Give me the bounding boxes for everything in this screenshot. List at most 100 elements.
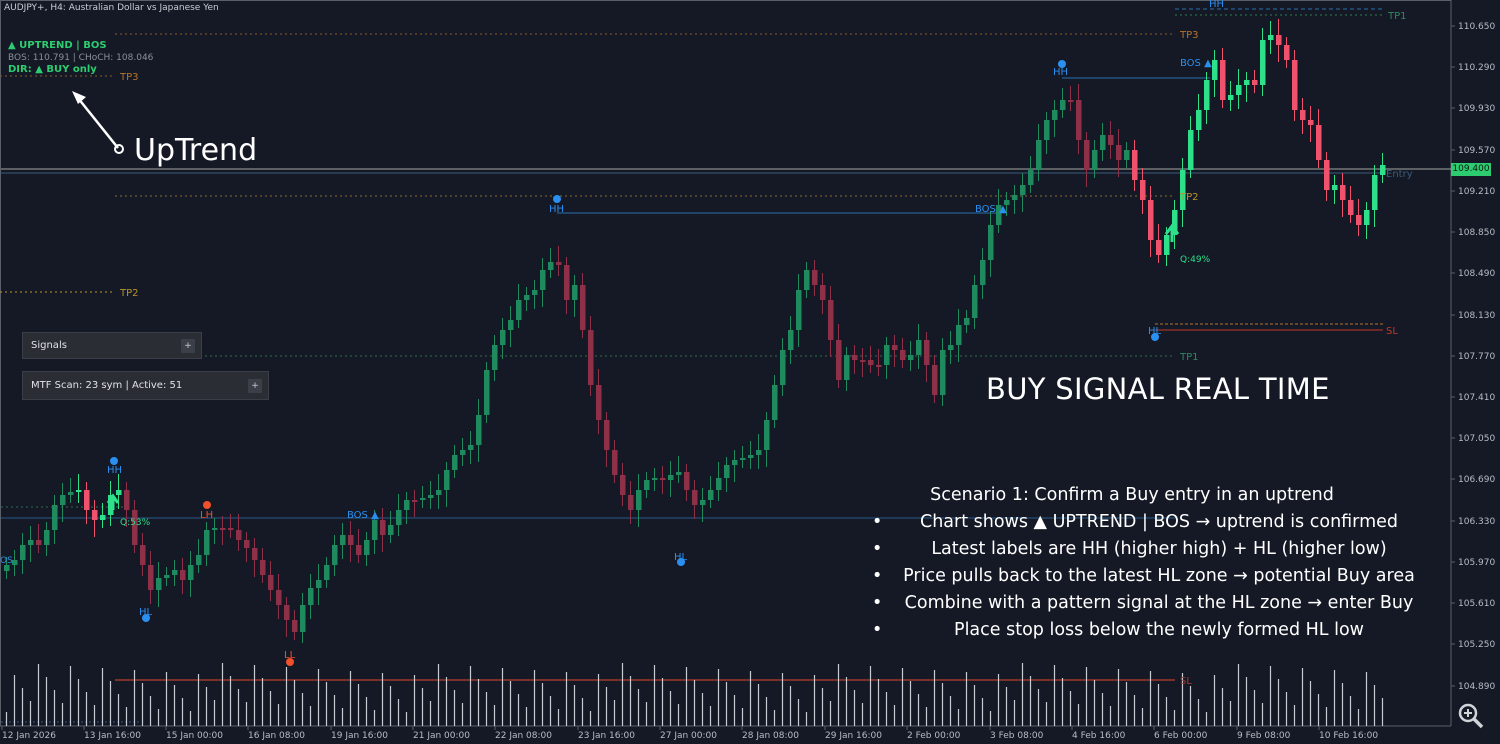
candle [716, 478, 722, 490]
candle [1148, 200, 1154, 240]
candle [316, 580, 322, 588]
tp2-left-label: TP2 [119, 288, 139, 299]
candle [220, 528, 226, 530]
candle [524, 295, 530, 300]
signals-panel-label: Signals [31, 340, 67, 351]
pivot-dot [553, 195, 561, 203]
candle [476, 415, 482, 445]
candle [1020, 185, 1026, 195]
candle [1220, 60, 1226, 100]
candle [204, 530, 210, 555]
time-tick-label: 28 Jan 08:00 [742, 731, 799, 741]
candle [660, 478, 666, 480]
candle [788, 330, 794, 350]
list-item: • Latest labels are HH (higher high) + HL… [862, 536, 1452, 563]
candle [1324, 160, 1330, 190]
candle [484, 370, 490, 415]
candle [1012, 195, 1018, 200]
direction-line: DIR: ▲ BUY only [8, 64, 97, 75]
candle [900, 350, 906, 360]
pivot-markers [110, 60, 1159, 666]
candle [812, 270, 818, 285]
candle [252, 548, 258, 560]
bullet-icon: • [872, 539, 883, 559]
time-tick-label: 21 Jan 00:00 [413, 731, 470, 741]
candle [836, 340, 842, 380]
time-tick-label: 15 Jan 00:00 [166, 731, 223, 741]
time-tick-label: 2 Feb 00:00 [907, 731, 961, 741]
candle [68, 492, 74, 495]
candle [700, 500, 706, 505]
candle [188, 565, 194, 580]
candle [1292, 60, 1298, 110]
mtf-expand-button[interactable]: + [248, 378, 262, 393]
candle [1076, 100, 1082, 140]
list-item: • Combine with a pattern signal at the HL… [862, 590, 1452, 617]
mtf-scan-panel[interactable]: MTF Scan: 23 sym | Active: 51 + [22, 371, 269, 400]
candle [852, 355, 858, 360]
candle [268, 575, 274, 590]
candle [564, 265, 570, 300]
hh-label-left: HH [107, 465, 122, 476]
candle [300, 605, 306, 632]
list-item: • Price pulls back to the latest HL zone … [862, 563, 1452, 590]
signals-expand-button[interactable]: + [181, 338, 195, 353]
bullet-icon: • [872, 593, 883, 613]
candle [780, 350, 786, 385]
scenario-box: Scenario 1: Confirm a Buy entry in an up… [862, 482, 1452, 644]
candle [372, 520, 378, 540]
bos-label-mid: BOS ▲ [975, 204, 1007, 215]
candle [868, 360, 874, 365]
candle [772, 385, 778, 420]
time-tick-label: 6 Feb 00:00 [1154, 731, 1208, 741]
candle [1004, 200, 1010, 205]
magnifier-zoom-icon[interactable] [1455, 700, 1487, 732]
candle [724, 465, 730, 478]
candle [1100, 135, 1106, 150]
candle [644, 480, 650, 490]
candle [1196, 110, 1202, 130]
candle [916, 340, 922, 355]
candle [612, 450, 618, 475]
time-tick-label: 4 Feb 16:00 [1072, 731, 1126, 741]
candle [548, 262, 554, 270]
signals-panel[interactable]: Signals + [22, 332, 202, 359]
trend-status: ▲ UPTREND | BOS BOS: 110.791 | CHoCH: 10… [8, 40, 153, 76]
pivot-dot [203, 501, 211, 509]
candle [820, 285, 826, 300]
hl-label-newest: HL [1148, 326, 1162, 337]
candle [1188, 130, 1194, 170]
price-tick-label: 109.570 [1458, 146, 1495, 156]
list-item: • Chart shows ▲ UPTREND | BOS → uptrend i… [862, 509, 1452, 536]
candle [1044, 120, 1050, 140]
candle [964, 318, 970, 325]
candle [980, 260, 986, 285]
candle [1364, 210, 1370, 225]
pivot-dot [677, 558, 685, 566]
price-tick-label: 105.610 [1458, 599, 1495, 609]
candle [260, 560, 266, 575]
candle [1060, 100, 1066, 110]
price-tick-label: 105.250 [1458, 640, 1495, 650]
candle [1236, 85, 1242, 95]
pivot-dot [110, 457, 118, 465]
trend-status-line: ▲ UPTREND | BOS [8, 40, 107, 51]
candle [468, 445, 474, 450]
buy-signal-title: BUY SIGNAL REAL TIME [986, 372, 1330, 406]
candle [396, 510, 402, 525]
scenario-list: • Chart shows ▲ UPTREND | BOS → uptrend i… [862, 509, 1452, 644]
hh-label-mid: HH [549, 204, 564, 215]
bos-label-low: BOS ▲ [347, 510, 379, 521]
candle [996, 205, 1002, 225]
candle [1172, 210, 1178, 235]
candle [132, 510, 138, 545]
candle [804, 270, 810, 290]
candle [156, 578, 162, 590]
tp3-label: TP3 [1179, 30, 1199, 41]
candle [948, 345, 954, 350]
price-tick-label: 109.210 [1458, 187, 1495, 197]
price-tick-label: 107.050 [1458, 434, 1495, 444]
candle [236, 530, 242, 540]
candle [76, 490, 82, 492]
candle [348, 535, 354, 545]
